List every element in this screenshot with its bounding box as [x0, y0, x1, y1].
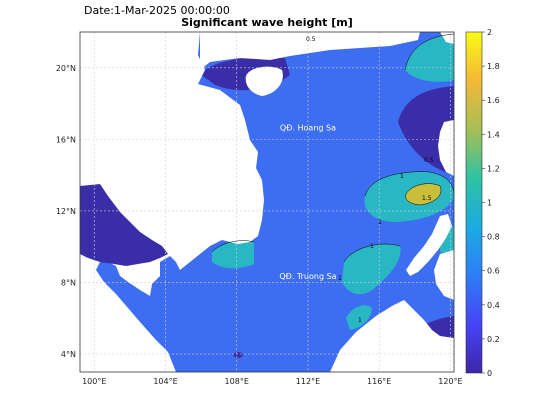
colorbar-tick-label: 0.6	[487, 267, 500, 276]
lon-tick-label: 100°E	[82, 377, 106, 386]
date-label: Date:1-Mar-2025 00:00:00	[84, 4, 230, 17]
colorbar-tick-label: 1.4	[487, 130, 500, 139]
land-palawan	[406, 214, 452, 276]
land-indochina	[80, 32, 264, 372]
lat-tick-label: 8°N	[61, 279, 76, 288]
lon-tick-label: 120°E	[438, 377, 462, 386]
lon-tick-label: 104°E	[153, 377, 177, 386]
lon-tick-label: 112°E	[296, 377, 320, 386]
lat-axis: 4°N 8°N 12°N 16°N 20°N	[56, 64, 76, 359]
map-grid	[80, 32, 454, 372]
place-label-hoang-sa: QĐ. Hoang Sa	[280, 123, 336, 132]
lat-tick-label: 4°N	[61, 350, 76, 359]
lon-tick-label: 108°E	[225, 377, 249, 386]
land-visayas	[434, 250, 454, 300]
colorbar-tick-label: 0.4	[487, 301, 500, 310]
colorbar-tick-label: 1.6	[487, 96, 500, 105]
island-con-dao	[233, 352, 243, 358]
colorbar-axis: 0 0.2 0.4 0.6 0.8 1 1.2 1.4 1.6 1.8 2	[482, 28, 500, 378]
mid-wave-zone-spratly	[342, 243, 401, 295]
lon-tick-label: 116°E	[367, 377, 391, 386]
land-south-china	[200, 32, 420, 70]
lon-axis: 100°E 104°E 108°E 112°E 116°E 120°E	[82, 377, 463, 386]
mid-wave-zone-northeast	[405, 34, 454, 82]
contour-label: 0.5	[424, 157, 434, 164]
colorbar-tick-label: 0.2	[487, 335, 500, 344]
colorbar-tick-label: 0.8	[487, 233, 500, 242]
colorbar-tick-label: 1	[487, 199, 492, 208]
contour-label: 0.5	[306, 36, 316, 43]
contour-label: 1	[358, 317, 362, 324]
colorbar-tick-label: 1.8	[487, 62, 500, 71]
contour-label-group: 0.5 1 1 1 1.5 1 1 0.5	[306, 36, 434, 324]
place-label-truong-sa: QĐ. Truong Sa	[279, 272, 336, 281]
low-wave-zone-gulf	[80, 184, 168, 266]
land-luzon	[438, 120, 454, 176]
contour-lines	[211, 33, 455, 263]
colorbar	[465, 31, 483, 374]
map-title: Significant wave height [m]	[181, 16, 353, 29]
mid-wave-zone-west	[212, 240, 254, 269]
high-wave-zone	[405, 183, 442, 205]
contour-label: 1	[378, 219, 382, 226]
contour-label: 1	[338, 275, 342, 282]
contour-label: 1.5	[422, 195, 432, 202]
map-plot-area	[80, 32, 454, 372]
lat-tick-label: 20°N	[56, 64, 76, 73]
contour-label: 1	[400, 173, 404, 180]
contour-label: 1	[370, 243, 374, 250]
lat-tick-label: 12°N	[56, 207, 76, 216]
colorbar-tick-label: 1.2	[487, 164, 500, 173]
mid-wave-zone-south	[346, 305, 372, 330]
land-hainan	[245, 66, 283, 96]
colorbar-tick-label: 2	[487, 28, 492, 37]
lat-tick-label: 16°N	[56, 135, 76, 144]
colorbar-tick-label: 0	[487, 369, 492, 378]
map-frame	[79, 31, 455, 373]
